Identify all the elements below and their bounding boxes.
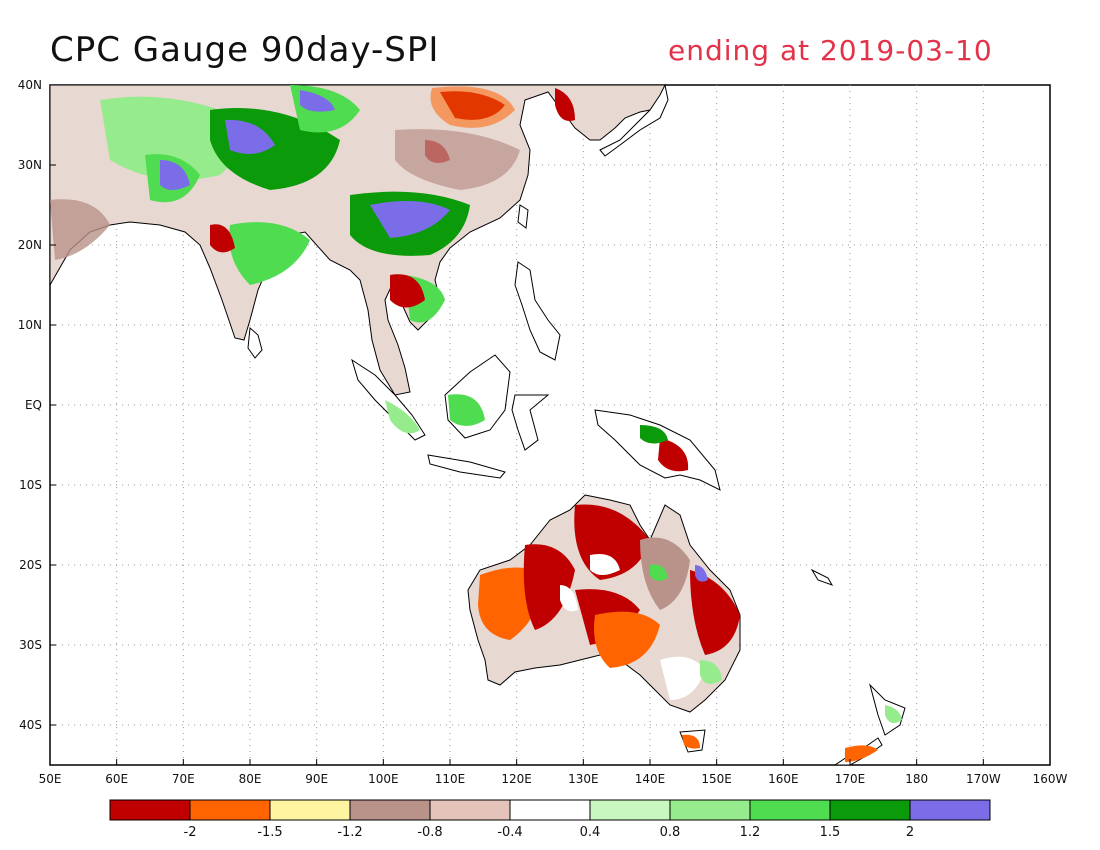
map-subtitle: ending at 2019-03-10 — [668, 34, 993, 67]
spi-dry-india-central — [210, 224, 235, 253]
lon-tick-label: 60E — [105, 772, 128, 786]
spi-neutral-aus-se — [660, 656, 705, 700]
lon-tick-label: 140E — [635, 772, 666, 786]
spi-wet-new-zealand — [885, 705, 902, 724]
lon-tick-label: 50E — [39, 772, 62, 786]
lon-tick-label: 70E — [172, 772, 195, 786]
colorbar-swatch — [429, 799, 511, 821]
lon-tick-label: 100E — [368, 772, 399, 786]
lat-tick-label: 40N — [18, 78, 42, 92]
spi-dry-arabia — [50, 199, 110, 260]
lon-tick-label: 130E — [568, 772, 599, 786]
spi-dry-aus-south — [594, 611, 660, 668]
lon-tick-label: 170W — [966, 772, 1001, 786]
colorbar-swatch — [749, 799, 831, 821]
colorbar-label: 0.4 — [580, 825, 601, 840]
spi-neutral-aus-central — [590, 554, 620, 575]
colorbar-label: 0.8 — [660, 825, 681, 840]
colorbar-swatch — [829, 799, 911, 821]
lon-tick-label: 120E — [501, 772, 532, 786]
lon-tick-label: 170E — [835, 772, 866, 786]
spi-dry-korea — [555, 88, 575, 121]
spi-dry-new-guinea — [658, 438, 689, 472]
spi-wet-india-north — [100, 96, 240, 180]
colorbar-swatch — [189, 799, 271, 821]
japan — [599, 83, 669, 157]
colorbar-swatch — [349, 799, 431, 821]
lat-tick-label: 10N — [18, 318, 42, 332]
lon-tick-label: 160W — [1033, 772, 1068, 786]
spi-wet-borneo — [448, 394, 485, 426]
new-guinea — [594, 409, 721, 491]
lon-tick-label: 180 — [905, 772, 928, 786]
philippines — [514, 261, 561, 361]
spi-dry-thailand — [390, 274, 425, 308]
colorbar-label: 2 — [906, 825, 914, 840]
lat-tick-label: 30S — [19, 638, 42, 652]
spi-wet-aus-ne — [695, 565, 708, 582]
spi-patterns — [50, 85, 902, 762]
spi-dry-china-south — [395, 129, 520, 190]
spi-wet-new-guinea — [640, 425, 668, 444]
colorbar-label: -0.8 — [417, 825, 442, 840]
spi-wet-sumatra — [385, 400, 420, 434]
sri-lanka — [247, 326, 263, 359]
spi-dry-tasmania — [682, 734, 700, 749]
spi-dry-aus-east — [690, 570, 740, 655]
lat-tick-label: 10S — [19, 478, 42, 492]
map-title: CPC Gauge 90day-SPI — [50, 30, 440, 70]
colorbar-label: -1.2 — [337, 825, 362, 840]
lon-tick-label: 90E — [305, 772, 328, 786]
spi-dry-china-north-ring — [430, 86, 515, 128]
spi-wet-aus-qld — [650, 564, 668, 581]
colorbar-swatch — [509, 799, 591, 821]
sulawesi — [511, 394, 550, 451]
lon-tick-label: 150E — [701, 772, 732, 786]
spi-wet-indochina-core — [370, 201, 450, 238]
colorbar-label: 1.2 — [740, 825, 761, 840]
colorbar-label: -0.4 — [497, 825, 522, 840]
spi-neutral-aus-west — [560, 585, 578, 612]
latitude-labels: 40N 30N 20N 10N EQ 10S 20S 30S 40S — [18, 78, 56, 732]
longitude-labels: 50E 60E 70E 80E 90E 100E 110E 120E 130E 140E 150E 1… — [39, 759, 1068, 786]
lat-tick-label: 20N — [18, 238, 42, 252]
spi-wet-central-asia-core — [160, 160, 190, 190]
colorbar-label: -2 — [184, 825, 197, 840]
spi-dry-new-zealand — [845, 745, 878, 762]
lon-tick-label: 110E — [435, 772, 466, 786]
lat-tick-label: 40S — [19, 718, 42, 732]
colorbar-label: 1.5 — [820, 825, 841, 840]
colorbar-label: -1.5 — [257, 825, 282, 840]
spi-wet-china-west-core — [300, 90, 335, 112]
lat-tick-label: 20S — [19, 558, 42, 572]
lon-tick-label: 160E — [768, 772, 799, 786]
colorbar: -2 -1.5 -1.2 -0.8 -0.4 0.4 0.8 1.2 1.5 2 — [109, 799, 991, 840]
colorbar-swatch — [109, 799, 191, 821]
taiwan — [517, 204, 529, 229]
new-caledonia — [810, 568, 834, 586]
colorbar-swatch — [669, 799, 751, 821]
spi-wet-india-east — [229, 222, 310, 285]
lon-tick-label: 80E — [239, 772, 262, 786]
colorbar-swatch — [909, 799, 991, 821]
spi-wet-aus-se — [700, 660, 722, 684]
java — [427, 454, 506, 479]
colorbar-swatch — [589, 799, 671, 821]
lat-tick-label: EQ — [25, 398, 42, 412]
lat-tick-label: 30N — [18, 158, 42, 172]
spi-dry-aus-west-core — [523, 544, 575, 630]
colorbar-swatch — [269, 799, 351, 821]
spi-wet-tibet-core — [225, 119, 275, 154]
